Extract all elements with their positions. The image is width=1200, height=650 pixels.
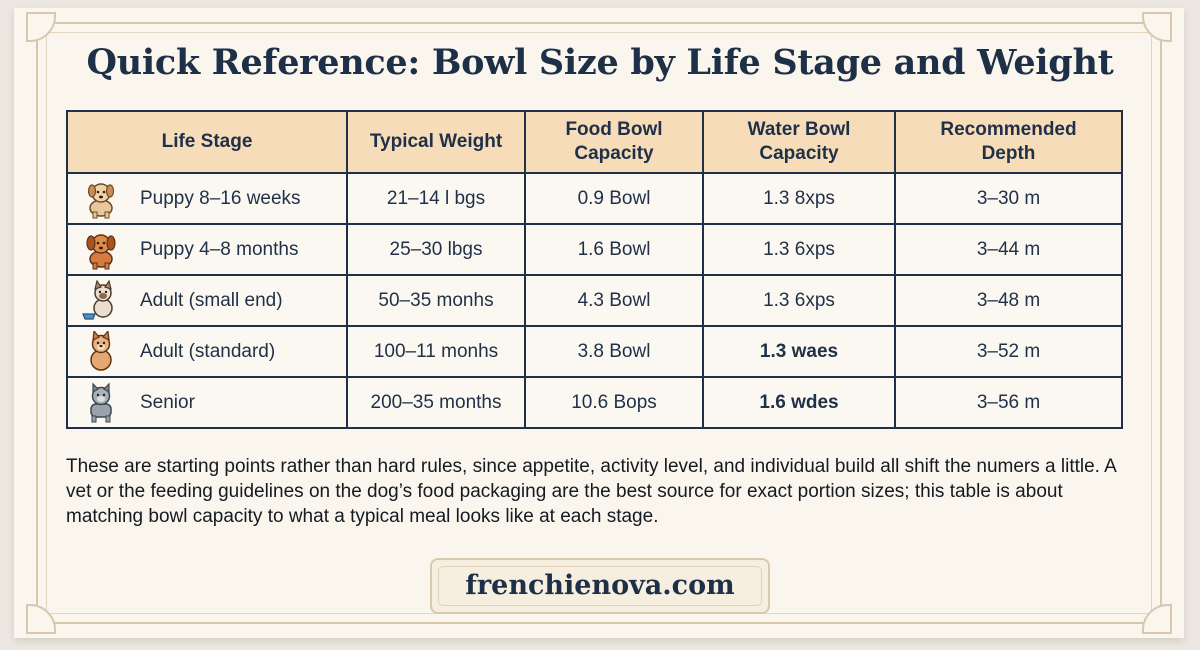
depth-cell: 3–48 m <box>894 274 1123 327</box>
table-row: Puppy 8–16 weeks 21–14 l bgs 0.9 Bowl 1.… <box>66 172 1123 225</box>
water-bowl-cell: 1.3 6xps <box>702 223 896 276</box>
typical-weight-cell: 21–14 l bgs <box>346 172 526 225</box>
water-bowl-cell: 1.3 waes <box>702 325 896 378</box>
header-typical-weight: Typical Weight <box>346 110 526 174</box>
food-bowl-cell: 0.9 Bowl <box>524 172 704 225</box>
life-stage-cell: Puppy 8–16 weeks <box>66 172 348 225</box>
water-bowl-cell: 1.3 6xps <box>702 274 896 327</box>
table-row: Adult (small end) 50–35 monhs 4.3 Bowl 1… <box>66 274 1123 327</box>
header-recommended-depth: Recommended Depth <box>894 110 1123 174</box>
food-bowl-cell: 10.6 Bops <box>524 376 704 429</box>
puppy-icon <box>87 182 115 218</box>
footnote-paragraph: These are starting points rather than ha… <box>66 456 1116 527</box>
table-row: Adult (standard) 100–11 monhs 3.8 Bowl 1… <box>66 325 1123 378</box>
life-stage-cell: Adult (standard) <box>66 325 348 378</box>
water-bowl-cell: 1.6 wdes <box>702 376 896 429</box>
life-stage-label: Puppy 8–16 weeks <box>140 187 301 209</box>
typical-weight-cell: 25–30 lbgs <box>346 223 526 276</box>
food-bowl-cell: 4.3 Bowl <box>524 274 704 327</box>
header-life-stage: Life Stage <box>66 110 348 174</box>
life-stage-label: Puppy 4–8 months <box>140 238 299 260</box>
life-stage-label: Adult (standard) <box>140 340 276 362</box>
typical-weight-cell: 50–35 monhs <box>346 274 526 327</box>
typical-weight-cell: 100–11 monhs <box>346 325 526 378</box>
table-header-row: Life Stage Typical Weight Food Bowl Capa… <box>66 110 1123 174</box>
life-stage-cell: Puppy 4–8 months <box>66 223 348 276</box>
depth-cell: 3–52 m <box>894 325 1123 378</box>
food-bowl-cell: 1.6 Bowl <box>524 223 704 276</box>
outer-frame <box>36 22 1162 624</box>
website-url: frenchienova.com <box>465 570 735 601</box>
header-food-bowl-capacity: Food Bowl Capacity <box>524 110 704 174</box>
typical-weight-cell: 200–35 months <box>346 376 526 429</box>
puppy-icon <box>86 233 116 269</box>
bowl-size-table: Life Stage Typical Weight Food Bowl Capa… <box>66 110 1123 429</box>
food-bowl-cell: 3.8 Bowl <box>524 325 704 378</box>
life-stage-label: Adult (small end) <box>140 289 283 311</box>
life-stage-cell: Senior <box>66 376 348 429</box>
dog-with-bowl-icon <box>82 279 113 320</box>
depth-cell: 3–44 m <box>894 223 1123 276</box>
life-stage-label: Senior <box>140 391 195 413</box>
adult-dog-icon <box>90 330 112 371</box>
table-row: Puppy 4–8 months 25–30 lbgs 1.6 Bowl 1.3… <box>66 223 1123 276</box>
depth-cell: 3–30 m <box>894 172 1123 225</box>
header-water-bowl-capacity: Water Bowl Capacity <box>702 110 896 174</box>
water-bowl-cell: 1.3 8xps <box>702 172 896 225</box>
life-stage-cell: Adult (small end) <box>66 274 348 327</box>
website-badge: frenchienova.com <box>430 558 770 614</box>
depth-cell: 3–56 m <box>894 376 1123 429</box>
page-title: Quick Reference: Bowl Size by Life Stage… <box>86 42 1114 83</box>
website-badge-border <box>438 566 762 606</box>
senior-dog-icon <box>90 382 112 422</box>
table-row: Senior 200–35 months 10.6 Bops 1.6 wdes … <box>66 376 1123 429</box>
